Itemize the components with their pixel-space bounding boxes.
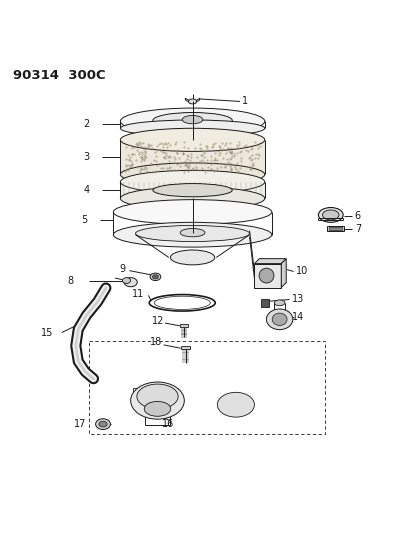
Ellipse shape: [137, 384, 178, 409]
Polygon shape: [254, 264, 280, 287]
Text: 17: 17: [74, 419, 86, 429]
Text: 8: 8: [67, 276, 74, 286]
Polygon shape: [260, 298, 268, 307]
Text: 15: 15: [41, 328, 53, 338]
Ellipse shape: [152, 183, 232, 197]
Ellipse shape: [170, 250, 214, 265]
Ellipse shape: [182, 116, 202, 124]
Text: 5: 5: [81, 215, 88, 225]
Ellipse shape: [273, 300, 284, 306]
Polygon shape: [254, 259, 285, 264]
Ellipse shape: [150, 273, 160, 280]
Ellipse shape: [152, 112, 232, 128]
Ellipse shape: [259, 268, 273, 283]
Ellipse shape: [217, 392, 254, 417]
Ellipse shape: [99, 421, 107, 427]
Ellipse shape: [120, 187, 264, 210]
Polygon shape: [180, 346, 190, 349]
Ellipse shape: [322, 210, 338, 220]
Ellipse shape: [113, 222, 271, 247]
Ellipse shape: [120, 171, 264, 193]
Text: 3: 3: [83, 152, 89, 162]
Ellipse shape: [144, 401, 170, 416]
Text: 13: 13: [291, 294, 304, 304]
Ellipse shape: [95, 419, 110, 430]
Ellipse shape: [188, 99, 196, 104]
Polygon shape: [120, 140, 264, 174]
Ellipse shape: [152, 274, 158, 279]
Ellipse shape: [124, 278, 137, 287]
Text: 1: 1: [242, 96, 248, 107]
Ellipse shape: [120, 128, 264, 151]
Ellipse shape: [266, 309, 292, 329]
Ellipse shape: [113, 200, 271, 224]
Ellipse shape: [180, 229, 204, 237]
Text: 6: 6: [354, 211, 360, 221]
Ellipse shape: [122, 278, 131, 284]
Ellipse shape: [131, 382, 184, 419]
Polygon shape: [326, 225, 343, 231]
Text: 2: 2: [83, 119, 89, 129]
Ellipse shape: [120, 120, 264, 136]
Polygon shape: [120, 182, 264, 198]
Text: 10: 10: [295, 266, 308, 277]
Polygon shape: [328, 227, 341, 230]
Ellipse shape: [135, 225, 249, 241]
Polygon shape: [280, 259, 285, 287]
Text: 7: 7: [354, 223, 360, 233]
Text: 18: 18: [150, 337, 162, 346]
Text: 12: 12: [151, 316, 164, 326]
Ellipse shape: [120, 163, 264, 186]
Polygon shape: [180, 324, 188, 327]
Ellipse shape: [271, 313, 286, 326]
Ellipse shape: [120, 108, 264, 134]
Text: 14: 14: [291, 312, 304, 322]
Text: 90314  300C: 90314 300C: [13, 69, 105, 82]
Text: 4: 4: [83, 185, 89, 195]
Ellipse shape: [318, 207, 342, 222]
Text: 9: 9: [119, 264, 126, 274]
Text: 16: 16: [161, 419, 173, 429]
Text: 11: 11: [132, 289, 144, 298]
